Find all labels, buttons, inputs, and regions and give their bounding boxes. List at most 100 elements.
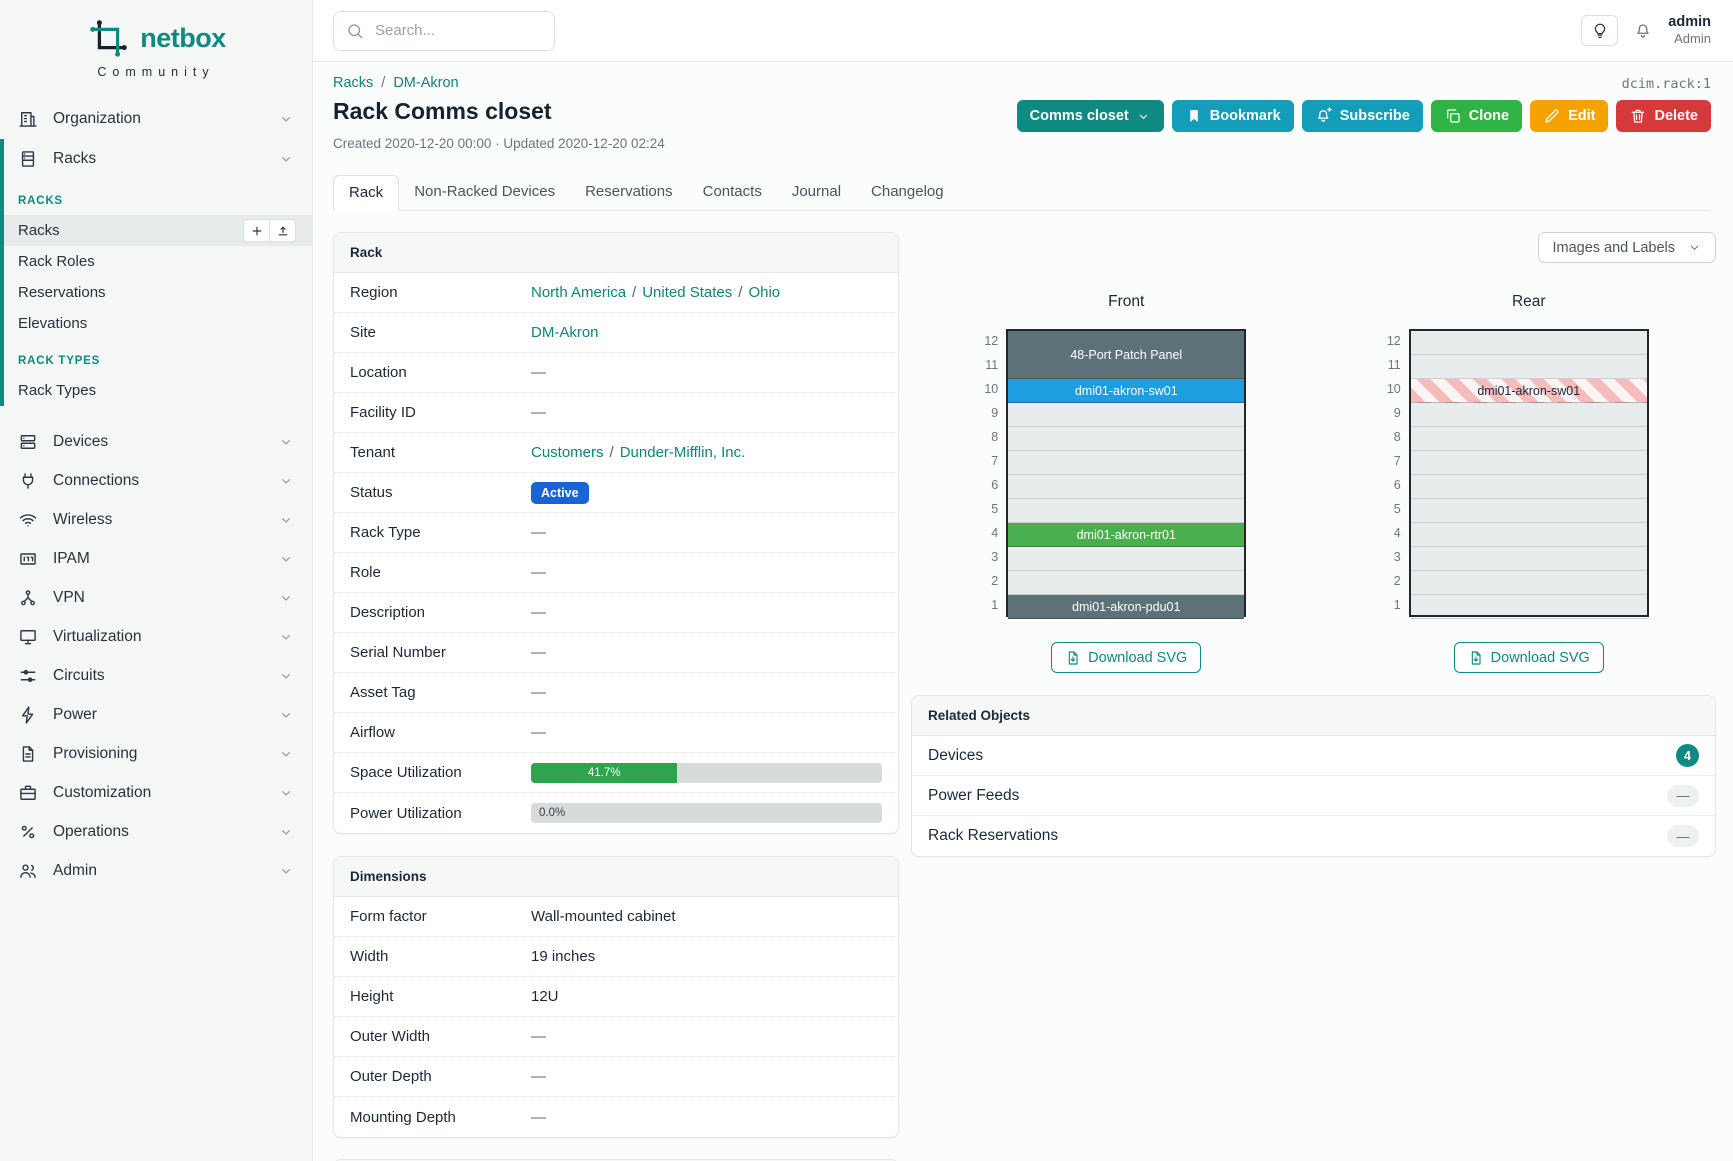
chevron-down-icon bbox=[1136, 109, 1151, 124]
sidebar-item-virtualization[interactable]: Virtualization bbox=[0, 617, 312, 656]
sidebar-item-rack-types[interactable]: Rack Types bbox=[18, 382, 97, 399]
unit-number: 6 bbox=[991, 478, 999, 492]
elevation-column: Images and Labels Front 12 11 10 9 8 7 6 5 4 3 2 1 48… bbox=[911, 232, 1716, 1161]
tab-changelog[interactable]: Changelog bbox=[871, 183, 944, 200]
sidebar-item-power[interactable]: Power bbox=[0, 695, 312, 734]
unit-number: 1 bbox=[1393, 598, 1401, 612]
percent-icon bbox=[18, 822, 38, 842]
delete-button[interactable]: Delete bbox=[1616, 100, 1711, 132]
tab-rack[interactable]: Rack bbox=[333, 175, 400, 211]
user-menu[interactable]: admin Admin bbox=[1668, 13, 1711, 47]
sidebar-item-admin[interactable]: Admin bbox=[0, 851, 312, 890]
sliders-icon bbox=[18, 666, 38, 686]
sidebar-item-operations[interactable]: Operations bbox=[0, 812, 312, 851]
chevron-down-icon bbox=[278, 551, 294, 567]
related-row-power-feeds[interactable]: Power Feeds — bbox=[912, 776, 1715, 816]
related-row-rack-reservations[interactable]: Rack Reservations — bbox=[912, 816, 1715, 856]
tab-contacts[interactable]: Contacts bbox=[702, 183, 762, 200]
sidebar-item-racks[interactable]: Racks bbox=[4, 139, 312, 179]
plus-icon bbox=[250, 224, 264, 238]
rear-elevation: Rear 12 11 10 9 8 7 6 5 4 3 2 1 dmi01-akron-sw01 Downl… bbox=[1314, 293, 1717, 673]
copy-icon bbox=[1444, 107, 1462, 125]
sidebar-item-racks[interactable]: Racks bbox=[4, 215, 312, 246]
rack-device-dmi01-akron-rtr01[interactable]: dmi01-akron-rtr01 bbox=[1008, 523, 1245, 547]
front-rack-diagram: 48-Port Patch Panel dmi01-akron-sw01 dmi01… bbox=[1006, 329, 1247, 619]
action-buttons: Comms closet Bookmark Subscribe Clone bbox=[1016, 100, 1711, 132]
unit-number: 10 bbox=[1386, 382, 1401, 396]
field-row-role: Role — bbox=[334, 553, 898, 593]
field-label: Outer Depth bbox=[350, 1068, 432, 1085]
rack-device-dmi01-akron-pdu01[interactable]: dmi01-akron-pdu01 bbox=[1008, 595, 1245, 619]
bell-plus-icon bbox=[1315, 107, 1333, 125]
monitor-icon bbox=[18, 627, 38, 647]
comms-closet-dropdown-button[interactable]: Comms closet bbox=[1016, 100, 1164, 132]
link-united-states[interactable]: United States bbox=[642, 284, 733, 301]
sidebar-item-rack-roles[interactable]: Rack Roles bbox=[18, 253, 95, 270]
theme-toggle-button[interactable] bbox=[1581, 15, 1619, 46]
field-row-mounting-depth: Mounting Depth — bbox=[334, 1097, 898, 1137]
field-value: 12U bbox=[531, 988, 559, 1005]
sidebar-item-devices[interactable]: Devices bbox=[0, 422, 312, 461]
tab-non-racked-devices[interactable]: Non-Racked Devices bbox=[414, 183, 556, 200]
users-icon bbox=[18, 861, 38, 881]
link-customers[interactable]: Customers bbox=[531, 444, 604, 461]
netbox-logo[interactable]: netbox bbox=[0, 16, 312, 60]
sidebar-item-vpn[interactable]: VPN bbox=[0, 578, 312, 617]
breadcrumb-racks[interactable]: Racks bbox=[333, 75, 374, 91]
field-row-outer-depth: Outer Depth — bbox=[334, 1057, 898, 1097]
field-label: Role bbox=[350, 564, 381, 581]
field-label: Description bbox=[350, 604, 426, 621]
search-icon bbox=[346, 22, 364, 40]
front-title: Front bbox=[1108, 293, 1145, 310]
sidebar-item-circuits[interactable]: Circuits bbox=[0, 656, 312, 695]
add-rack-button[interactable] bbox=[243, 219, 270, 242]
object-id: dcim.rack:1 bbox=[1621, 76, 1711, 92]
sidebar-item-wireless[interactable]: Wireless bbox=[0, 500, 312, 539]
breadcrumb-dm-akron[interactable]: DM-Akron bbox=[393, 75, 459, 91]
sidebar-nav: Organization Racks RACKS Racks Rack Roles Res… bbox=[0, 99, 312, 890]
empty-count-badge: — bbox=[1667, 825, 1699, 847]
sidebar-item-organization[interactable]: Organization bbox=[0, 99, 312, 139]
search-box[interactable] bbox=[333, 10, 555, 51]
rack-device-dmi01-akron-sw01[interactable]: dmi01-akron-sw01 bbox=[1008, 379, 1245, 403]
link-north-america[interactable]: North America bbox=[531, 284, 627, 301]
search-input[interactable] bbox=[373, 21, 542, 40]
tab-bar: Rack Non-Racked Devices Reservations Contac… bbox=[333, 174, 1710, 211]
rack-device-48-port-patch-panel[interactable]: 48-Port Patch Panel bbox=[1008, 331, 1245, 379]
import-racks-button[interactable] bbox=[269, 219, 296, 242]
notifications-bell-icon[interactable] bbox=[1634, 22, 1652, 40]
link-dm-akron[interactable]: DM-Akron bbox=[531, 324, 599, 341]
elevation-view-select[interactable]: Images and Labels bbox=[1538, 232, 1716, 263]
sidebar-item-customization[interactable]: Customization bbox=[0, 773, 312, 812]
sidebar-item-reservations[interactable]: Reservations bbox=[18, 284, 106, 301]
field-row-rack-type: Rack Type — bbox=[334, 513, 898, 553]
empty-value: — bbox=[531, 604, 546, 621]
edit-button[interactable]: Edit bbox=[1530, 100, 1609, 132]
status-badge: Active bbox=[531, 481, 589, 504]
subscribe-button[interactable]: Subscribe bbox=[1301, 100, 1423, 132]
link-separator: / bbox=[609, 444, 614, 461]
topbar: admin Admin bbox=[313, 0, 1733, 62]
field-label: Location bbox=[350, 364, 407, 381]
sidebar-item-connections[interactable]: Connections bbox=[0, 461, 312, 500]
rack-device-dmi01-akron-sw01[interactable]: dmi01-akron-sw01 bbox=[1410, 379, 1647, 403]
sidebar-section-rack-types: RACK TYPES bbox=[18, 355, 101, 367]
field-row-width: Width 19 inches bbox=[334, 937, 898, 977]
link-dunder-mifflin-inc[interactable]: Dunder-Mifflin, Inc. bbox=[619, 444, 746, 461]
sidebar-item-elevations[interactable]: Elevations bbox=[18, 315, 88, 332]
empty-count-badge: — bbox=[1667, 784, 1699, 807]
clone-button[interactable]: Clone bbox=[1430, 100, 1523, 132]
bookmark-button[interactable]: Bookmark bbox=[1171, 100, 1294, 132]
sidebar-item-ipam[interactable]: IPAM bbox=[0, 539, 312, 578]
tab-reservations[interactable]: Reservations bbox=[585, 183, 673, 200]
rack-unit-empty bbox=[1008, 427, 1245, 451]
sidebar-item-provisioning[interactable]: Provisioning bbox=[0, 734, 312, 773]
main: admin Admin Racks / DM-Akron dcim.rack:1… bbox=[313, 0, 1733, 1161]
front-download-svg-button[interactable]: Download SVG bbox=[1051, 642, 1202, 673]
link-ohio[interactable]: Ohio bbox=[748, 284, 781, 301]
tab-journal[interactable]: Journal bbox=[791, 183, 842, 200]
rear-download-svg-button[interactable]: Download SVG bbox=[1453, 642, 1604, 673]
building-icon bbox=[18, 109, 38, 129]
related-row-devices[interactable]: Devices 4 bbox=[912, 736, 1715, 776]
front-elevation: Front 12 11 10 9 8 7 6 5 4 3 2 1 48-Port Patch Panel d… bbox=[911, 293, 1314, 673]
